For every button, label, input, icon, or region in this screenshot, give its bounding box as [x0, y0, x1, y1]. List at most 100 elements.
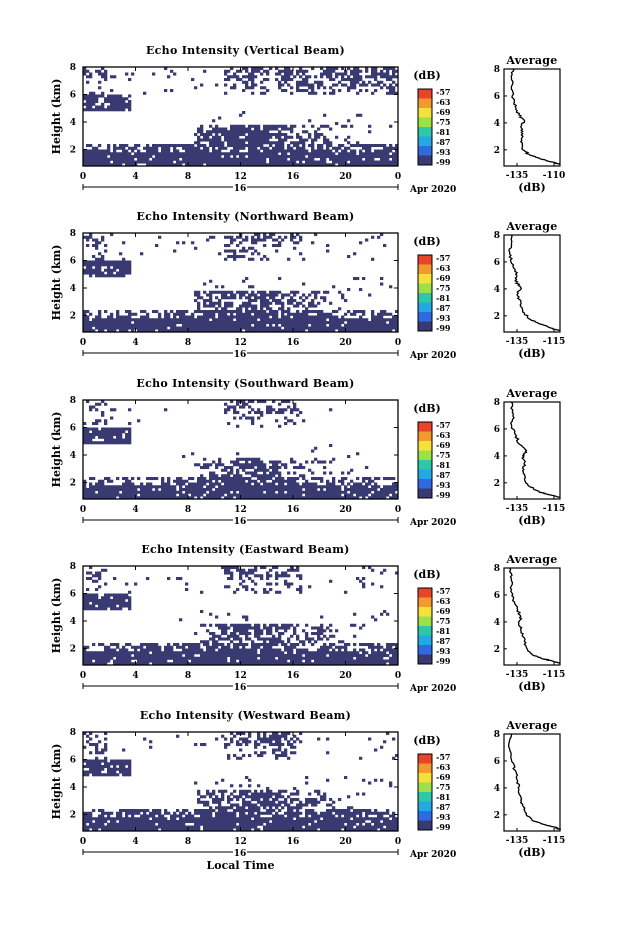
echo-cell [89, 762, 93, 766]
date-label-bg [233, 349, 247, 357]
echo-cell [314, 318, 318, 322]
echo-cell [104, 820, 108, 824]
echo-cell [179, 482, 183, 486]
echo-cell [116, 274, 120, 278]
echo-cell [392, 152, 396, 156]
echo-cell [281, 493, 285, 497]
echo-cell [107, 105, 111, 109]
echo-cell [200, 144, 204, 148]
echo-cell [137, 659, 141, 663]
echo-cell [239, 632, 243, 636]
echo-cell [152, 651, 156, 655]
echo-cell [218, 634, 222, 638]
echo-cell [284, 623, 288, 627]
echo-cell [338, 146, 342, 150]
echo-cell [113, 759, 117, 763]
echo-cell [98, 479, 102, 483]
echo-cell [293, 323, 297, 327]
echo-cell [257, 477, 261, 481]
echo-cell [230, 127, 234, 131]
echo-cell [131, 163, 135, 167]
echo-cell [233, 329, 237, 333]
echo-cell [371, 656, 375, 660]
echo-cell [83, 271, 87, 275]
echo-cell [335, 157, 339, 161]
echo-cell [392, 477, 396, 481]
echo-cell [203, 651, 207, 655]
echo-cell [212, 146, 216, 150]
echo-cell [317, 149, 321, 153]
echo-cell [377, 662, 381, 666]
echo-cell [209, 301, 213, 305]
echo-cell [110, 430, 114, 434]
echo-cell [248, 301, 252, 305]
echo-cell [236, 588, 240, 592]
echo-cell [110, 767, 114, 771]
echo-cell [128, 601, 132, 605]
echo-cell [299, 488, 303, 492]
echo-cell [332, 315, 336, 319]
echo-cell [197, 463, 201, 467]
echo-cell [305, 321, 309, 325]
echo-cell [143, 643, 147, 647]
echo-cell [209, 654, 213, 658]
echo-cell [239, 138, 243, 142]
echo-cell [83, 596, 87, 600]
echo-cell [101, 274, 105, 278]
echo-cell [92, 244, 96, 248]
echo-cell [227, 471, 231, 475]
echo-cell [110, 100, 114, 104]
echo-cell [98, 266, 102, 270]
echo-cell [95, 427, 99, 431]
echo-cell [200, 318, 204, 322]
echo-cell [350, 323, 354, 327]
date-label: 16 [234, 517, 247, 527]
echo-cell [389, 318, 393, 322]
echo-cell [104, 496, 108, 500]
colorbar-swatch [418, 597, 432, 608]
echo-cell [107, 770, 111, 774]
echo-cell [308, 157, 312, 161]
echo-cell [335, 629, 339, 633]
echo-cell [356, 321, 360, 325]
echo-cell [86, 438, 90, 442]
echo-cell [215, 479, 219, 483]
echo-cell [167, 496, 171, 500]
echo-cell [221, 318, 225, 322]
echo-cell [242, 290, 246, 294]
echo-cell [203, 457, 207, 461]
echo-cell [167, 482, 171, 486]
echo-cell [380, 585, 384, 589]
echo-cell [89, 108, 93, 112]
echo-cell [365, 643, 369, 647]
echo-cell [86, 75, 90, 79]
echo-cell [353, 321, 357, 325]
echo-cell [311, 471, 315, 475]
echo-cell [395, 662, 399, 666]
echo-cell [353, 323, 357, 327]
echo-cell [101, 643, 105, 647]
echo-cell [329, 315, 333, 319]
echo-cell [146, 323, 150, 327]
echo-cell [212, 637, 216, 641]
echo-cell [92, 323, 96, 327]
echo-cell [389, 662, 393, 666]
echo-cell [161, 659, 165, 663]
echo-cell [299, 301, 303, 305]
echo-cell [206, 326, 210, 330]
echo-cell [377, 312, 381, 316]
echo-cell [242, 585, 246, 589]
echo-cell [248, 654, 252, 658]
echo-cell [131, 329, 135, 333]
echo-cell [236, 643, 240, 647]
echo-cell [224, 645, 228, 649]
echo-cell [92, 97, 96, 101]
y-tick-label: 6 [70, 257, 76, 267]
echo-cell [128, 266, 132, 270]
echo-cell [122, 438, 126, 442]
echo-cell [119, 599, 123, 603]
echo-cell [245, 656, 249, 660]
echo-cell [218, 144, 222, 148]
echo-cell [347, 318, 351, 322]
echo-cell [161, 323, 165, 327]
